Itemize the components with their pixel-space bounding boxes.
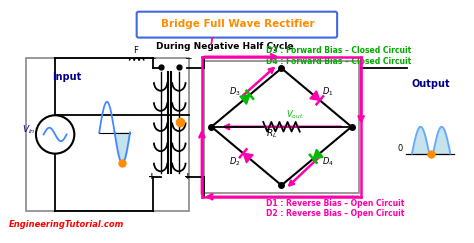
Text: Input: Input: [52, 72, 81, 82]
Text: $D_1$: $D_1$: [322, 86, 334, 98]
Bar: [27, 58, 190, 211]
Text: EngineeringTutorial.com: EngineeringTutorial.com: [9, 220, 124, 229]
Text: +: +: [148, 172, 156, 181]
Text: Output: Output: [412, 79, 450, 89]
FancyBboxPatch shape: [137, 12, 337, 38]
Text: Bridge Full Wave Rectifier: Bridge Full Wave Rectifier: [161, 19, 314, 29]
Text: D2 : Reverse Bias – Open Circuit: D2 : Reverse Bias – Open Circuit: [266, 209, 404, 218]
Text: D3 : Forward Bias – Closed Circuit: D3 : Forward Bias – Closed Circuit: [266, 46, 411, 55]
Text: I: I: [210, 37, 213, 47]
Text: $V_{out}$: $V_{out}$: [286, 108, 304, 121]
Polygon shape: [240, 95, 250, 104]
Bar: [204, 61, 359, 193]
Polygon shape: [310, 91, 320, 100]
Text: 0: 0: [398, 144, 403, 153]
Text: D1 : Reverse Bias – Open Circuit: D1 : Reverse Bias – Open Circuit: [266, 199, 404, 208]
Text: $D_4$: $D_4$: [322, 156, 334, 168]
Polygon shape: [313, 149, 323, 159]
Text: $V_{in}$: $V_{in}$: [21, 123, 35, 136]
Text: $R_L$: $R_L$: [266, 127, 278, 140]
Text: $D_3$: $D_3$: [229, 86, 241, 98]
Text: +: +: [184, 172, 191, 181]
Polygon shape: [243, 153, 253, 163]
Text: $D_2$: $D_2$: [229, 156, 241, 168]
Text: During Negative Half Cycle: During Negative Half Cycle: [156, 42, 294, 51]
Text: −: −: [148, 54, 156, 63]
Text: F: F: [133, 46, 138, 55]
Text: D4 : Forward Bias – Closed Circuit: D4 : Forward Bias – Closed Circuit: [266, 57, 411, 66]
Text: −: −: [184, 54, 191, 63]
